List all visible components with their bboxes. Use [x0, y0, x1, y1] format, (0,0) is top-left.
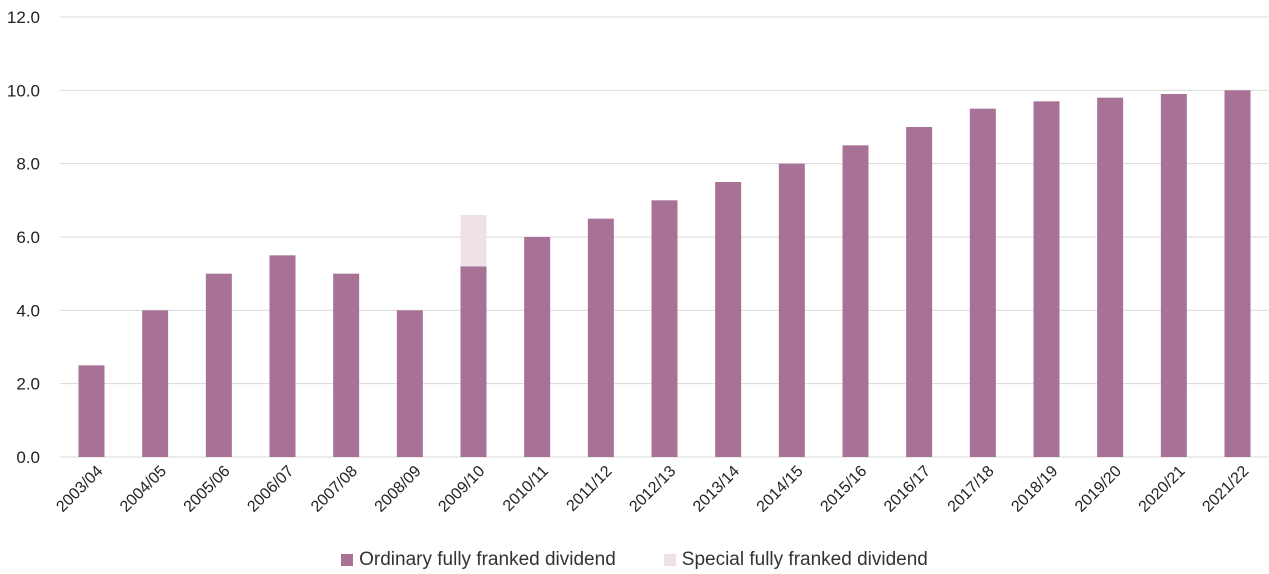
x-tick-label: 2004/05: [117, 463, 170, 516]
legend-swatch-ordinary: [341, 554, 354, 566]
bar-ordinary: [651, 200, 678, 458]
bar-ordinary: [587, 218, 614, 457]
y-tick-label: 6.0: [16, 228, 40, 247]
legend-swatch-special: [663, 554, 676, 566]
legend: Ordinary fully franked dividend Special …: [0, 548, 1269, 572]
bar-ordinary: [1224, 90, 1251, 457]
y-tick-label: 10.0: [7, 81, 40, 100]
bar-ordinary: [1160, 94, 1187, 457]
bar-ordinary: [205, 273, 232, 457]
bar-ordinary: [778, 163, 805, 457]
bar-ordinary: [524, 237, 551, 457]
x-tick-label: 2005/06: [181, 463, 234, 516]
x-tick-label: 2006/07: [244, 463, 297, 516]
bar-ordinary: [1033, 101, 1060, 457]
bar-ordinary: [333, 273, 360, 457]
x-tick-label: 2010/11: [500, 463, 552, 515]
bar-ordinary: [78, 365, 105, 457]
x-tick-label: 2003/04: [53, 463, 106, 516]
x-tick-label: 2021/22: [1199, 463, 1252, 516]
x-tick-label: 2014/15: [754, 463, 807, 516]
x-axis-ticks: 2003/04 2004/05 2005/06 2006/07 2007/08 2008/…: [53, 463, 1252, 516]
y-tick-label: 2.0: [16, 375, 40, 394]
bars: [78, 90, 1251, 458]
legend-label-special: Special fully franked dividend: [681, 549, 928, 570]
y-tick-label: 4.0: [16, 301, 40, 320]
x-tick-label: 2017/18: [945, 463, 998, 516]
x-tick-label: 2019/20: [1072, 463, 1125, 516]
y-axis-ticks: 0.0 2.0 4.0 6.0 8.0 10.0 12.0: [7, 8, 40, 467]
legend-item-special: Special fully franked dividend: [663, 549, 928, 571]
legend-item-ordinary: Ordinary fully franked dividend: [341, 549, 616, 571]
y-tick-label: 0.0: [16, 448, 40, 467]
bar-ordinary: [396, 310, 423, 457]
dividend-bar-chart: 0.02.04.06.08.010.012.0 2003/04 2004/05 20…: [7, 8, 1268, 516]
bar-ordinary: [269, 255, 296, 457]
x-tick-label: 2012/13: [626, 463, 679, 516]
bar-ordinary: [906, 127, 933, 457]
x-tick-label: 2018/19: [1008, 463, 1061, 516]
x-tick-label: 2011/12: [564, 463, 616, 515]
x-tick-label: 2008/09: [372, 463, 425, 516]
bar-ordinary: [715, 182, 742, 457]
x-tick-label: 2016/17: [881, 463, 934, 516]
x-tick-label: 2013/14: [690, 463, 743, 516]
x-tick-label: 2020/21: [1136, 463, 1189, 516]
y-tick-label: 12.0: [7, 8, 40, 27]
bar-ordinary: [142, 310, 169, 457]
x-tick-label: 2009/10: [435, 463, 488, 516]
x-tick-label: 2015/16: [817, 463, 870, 516]
y-tick-label: 8.0: [16, 155, 40, 174]
bar-ordinary: [1097, 97, 1124, 458]
legend-label-ordinary: Ordinary fully franked dividend: [359, 549, 616, 570]
bar-ordinary: [842, 145, 869, 458]
bar-ordinary: [460, 266, 487, 457]
x-tick-label: 2007/08: [308, 463, 361, 516]
bar-ordinary: [969, 108, 996, 458]
bar-special: [460, 215, 487, 267]
